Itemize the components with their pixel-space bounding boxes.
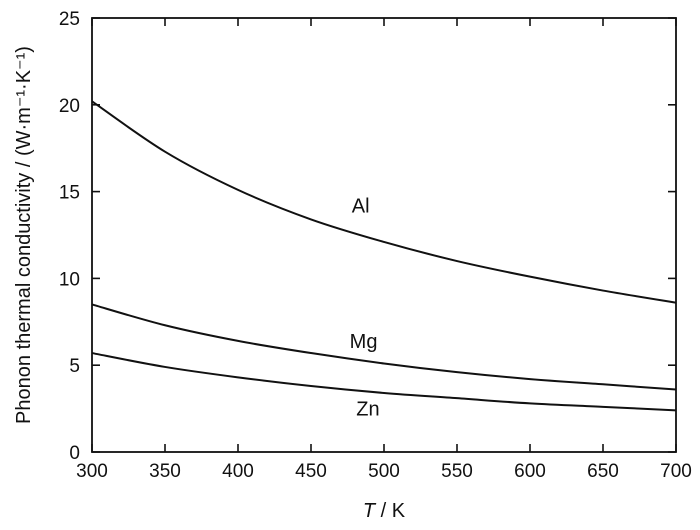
x-axis-title: T / K xyxy=(363,500,406,522)
x-axis-title-symbol: T xyxy=(363,500,377,522)
x-tick-label: 500 xyxy=(368,461,400,482)
x-tick-label: 350 xyxy=(149,461,181,482)
x-tick-label: 650 xyxy=(587,461,619,482)
y-tick-label: 0 xyxy=(69,443,80,464)
axis-ticks xyxy=(91,17,677,453)
y-tick-label: 25 xyxy=(59,9,80,30)
y-tick-label: 20 xyxy=(59,96,80,117)
series-line-al xyxy=(91,100,677,304)
x-tick-label: 600 xyxy=(514,461,546,482)
x-tick-label: 400 xyxy=(222,461,254,482)
x-tick-label: 550 xyxy=(441,461,473,482)
x-tick-label: 450 xyxy=(295,461,327,482)
y-tick-label: 5 xyxy=(69,356,80,377)
series-label-mg: Mg xyxy=(350,331,378,353)
y-tick-label: 15 xyxy=(59,183,80,204)
x-tick-label: 700 xyxy=(660,461,692,482)
series-label-al: Al xyxy=(352,195,370,217)
y-axis-title: Phonon thermal conductivity / (W·m⁻¹·K⁻¹… xyxy=(13,46,35,424)
x-tick-label: 300 xyxy=(76,461,108,482)
x-axis-title-unit: / K xyxy=(375,500,406,522)
plot-frame xyxy=(91,17,677,453)
series-line-mg xyxy=(91,303,677,391)
tick-labels: 300 350 400 450 500 550 600 650 700 0 5 10 15 20 25 xyxy=(59,9,692,482)
series-label-zn: Zn xyxy=(356,399,379,421)
series-line-zn xyxy=(91,352,677,412)
y-tick-label: 10 xyxy=(59,269,80,290)
series-lines: Al Mg Zn xyxy=(91,100,677,421)
